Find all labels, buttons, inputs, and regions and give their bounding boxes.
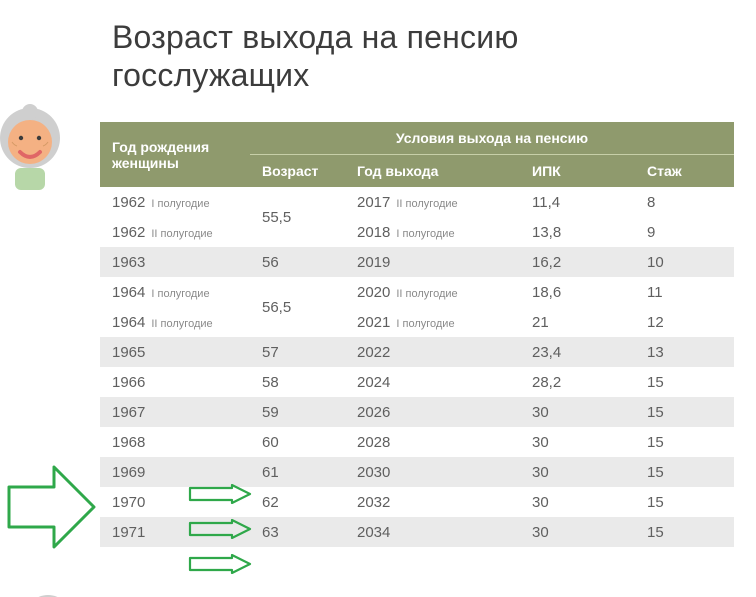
cell-stazh: 15 [635, 397, 734, 427]
year-subtext: II полугодие [151, 228, 212, 240]
cell-age: 62 [250, 487, 345, 517]
cell-ipk: 30 [520, 457, 635, 487]
cell-year: 1966 [100, 367, 250, 397]
cell-age: 60 [250, 427, 345, 457]
cell-ipk: 30 [520, 427, 635, 457]
row-arrow-icon [188, 554, 252, 574]
cell-exit-year: 2019 [345, 247, 520, 277]
cell-ipk: 28,2 [520, 367, 635, 397]
row-arrow-icon [188, 484, 252, 504]
cell-exit-year: 2032 [345, 487, 520, 517]
col-birth: Год рождения женщины [100, 122, 250, 187]
title-line-2: госслужащих [112, 57, 309, 93]
cell-exit-year: 2017II полугодие [345, 187, 520, 217]
cell-age: 61 [250, 457, 345, 487]
exit-subtext: II полугодие [396, 288, 457, 300]
cell-age: 63 [250, 517, 345, 547]
table-row: 19696120303015 [100, 457, 734, 487]
cell-age: 56,5 [250, 277, 345, 337]
table-row: 196557202223,413 [100, 337, 734, 367]
cell-ipk: 18,6 [520, 277, 635, 307]
cell-age: 55,5 [250, 187, 345, 247]
cell-year: 1965 [100, 337, 250, 367]
second-avatar-peek-icon [18, 585, 78, 597]
cell-year: 1964II полугодие [100, 307, 250, 337]
year-subtext: II полугодие [151, 318, 212, 330]
table-row: 196658202428,215 [100, 367, 734, 397]
exit-subtext: I полугодие [396, 318, 454, 330]
cell-stazh: 15 [635, 457, 734, 487]
cell-exit-year: 2022 [345, 337, 520, 367]
cell-stazh: 9 [635, 217, 734, 247]
cell-year: 1962II полугодие [100, 217, 250, 247]
col-stazh: Стаж [635, 155, 734, 188]
table-row: 1962I полугодие55,52017II полугодие11,48 [100, 187, 734, 217]
cell-age: 59 [250, 397, 345, 427]
cell-stazh: 12 [635, 307, 734, 337]
title-line-1: Возраст выхода на пенсию [112, 19, 519, 55]
cell-year: 1963 [100, 247, 250, 277]
cell-year: 1964I полугодие [100, 277, 250, 307]
cell-age: 57 [250, 337, 345, 367]
cell-exit-year: 2030 [345, 457, 520, 487]
cell-stazh: 8 [635, 187, 734, 217]
cell-ipk: 13,8 [520, 217, 635, 247]
table-row: 1964II полугодие 2021I полугодие2112 [100, 307, 734, 337]
elderly-woman-icon [0, 100, 70, 195]
col-conditions-group: Условия выхода на пенсию [250, 122, 734, 155]
cell-stazh: 13 [635, 337, 734, 367]
cell-exit-year: 2018I полугодие [345, 217, 520, 247]
cell-exit-year: 2021I полугодие [345, 307, 520, 337]
cell-year: 1968 [100, 427, 250, 457]
cell-exit-year: 2024 [345, 367, 520, 397]
cell-ipk: 11,4 [520, 187, 635, 217]
cell-exit-year: 2028 [345, 427, 520, 457]
table-row: 196356201916,210 [100, 247, 734, 277]
cell-stazh: 15 [635, 427, 734, 457]
col-exit: Год выхода [345, 155, 520, 188]
exit-subtext: II полугодие [396, 198, 457, 210]
year-subtext: I полугодие [151, 288, 209, 300]
cell-exit-year: 2034 [345, 517, 520, 547]
highlight-arrow-icon [4, 462, 99, 557]
row-arrow-icon [188, 519, 252, 539]
cell-year: 1967 [100, 397, 250, 427]
exit-subtext: I полугодие [396, 228, 454, 240]
cell-stazh: 15 [635, 367, 734, 397]
table-row: 1962II полугодие 2018I полугодие13,89 [100, 217, 734, 247]
cell-exit-year: 2026 [345, 397, 520, 427]
table-row: 19675920263015 [100, 397, 734, 427]
table-row: 19686020283015 [100, 427, 734, 457]
cell-ipk: 30 [520, 517, 635, 547]
cell-ipk: 30 [520, 397, 635, 427]
cell-stazh: 10 [635, 247, 734, 277]
cell-stazh: 11 [635, 277, 734, 307]
page-title: Возраст выхода на пенсию госслужащих [112, 18, 519, 95]
cell-stazh: 15 [635, 517, 734, 547]
cell-exit-year: 2020II полугодие [345, 277, 520, 307]
table-header: Год рождения женщины Условия выхода на п… [100, 122, 734, 187]
col-age: Возраст [250, 155, 345, 188]
year-subtext: I полугодие [151, 198, 209, 210]
cell-ipk: 16,2 [520, 247, 635, 277]
cell-age: 56 [250, 247, 345, 277]
cell-stazh: 15 [635, 487, 734, 517]
cell-ipk: 23,4 [520, 337, 635, 367]
col-ipk: ИПК [520, 155, 635, 188]
cell-year: 1962I полугодие [100, 187, 250, 217]
cell-age: 58 [250, 367, 345, 397]
cell-ipk: 21 [520, 307, 635, 337]
table-row: 1964I полугодие56,52020II полугодие18,61… [100, 277, 734, 307]
cell-ipk: 30 [520, 487, 635, 517]
cell-year: 1969 [100, 457, 250, 487]
